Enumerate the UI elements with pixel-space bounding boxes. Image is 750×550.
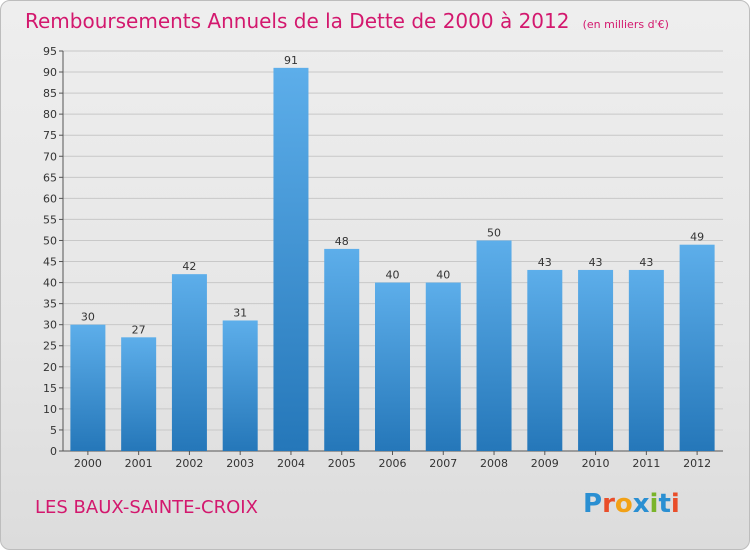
data-label: 43: [589, 256, 603, 269]
data-label: 49: [690, 231, 704, 244]
y-tick-label: 5: [50, 424, 57, 437]
data-label: 30: [81, 311, 95, 324]
logo-letter: r: [602, 489, 615, 519]
bar: [121, 337, 157, 451]
title-row: Remboursements Annuels de la Dette de 20…: [25, 9, 669, 33]
logo-letter: o: [614, 489, 633, 519]
data-label: 43: [639, 256, 653, 269]
chart-title: Remboursements Annuels de la Dette de 20…: [25, 9, 570, 33]
bar: [476, 240, 512, 451]
commune-name: LES BAUX-SAINTE-CROIX: [35, 497, 258, 518]
data-label: 40: [436, 269, 450, 282]
y-tick-label: 55: [43, 213, 57, 226]
logo-letter: i: [649, 489, 659, 519]
bar: [171, 274, 207, 451]
x-tick-label: 2002: [175, 457, 203, 470]
y-tick-label: 15: [43, 382, 57, 395]
bar: [70, 324, 106, 451]
bar: [679, 244, 715, 451]
bar: [425, 282, 461, 451]
y-tick-label: 70: [43, 150, 57, 163]
x-tick-label: 2000: [74, 457, 102, 470]
bars: [70, 67, 715, 451]
y-tick-label: 30: [43, 319, 57, 332]
labels: 0 5 10 15 20 25 30 35 40 45 50 55 60 65 70 75 80 85 90 95 30…: [43, 45, 711, 470]
data-label: 42: [182, 260, 196, 273]
bar: [324, 248, 360, 451]
logo-letter: x: [632, 489, 650, 519]
y-tick-label: 20: [43, 361, 57, 374]
logo-letter: i: [670, 489, 680, 519]
proxiti-logo[interactable]: Proxiti: [583, 489, 680, 519]
data-label: 31: [233, 306, 247, 319]
x-tick-label: 2005: [328, 457, 356, 470]
data-label: 40: [386, 269, 400, 282]
y-tick-label: 0: [50, 445, 57, 458]
data-label: 43: [538, 256, 552, 269]
x-tick-label: 2009: [531, 457, 559, 470]
y-tick-label: 40: [43, 277, 57, 290]
x-tick-label: 2011: [632, 457, 660, 470]
x-tick-label: 2008: [480, 457, 508, 470]
y-tick-label: 90: [43, 66, 57, 79]
x-tick-label: 2003: [226, 457, 254, 470]
data-label: 27: [132, 323, 146, 336]
data-label: 50: [487, 226, 501, 239]
y-tick-label: 10: [43, 403, 57, 416]
y-tick-label: 75: [43, 129, 57, 142]
data-label: 48: [335, 235, 349, 248]
y-tick-label: 60: [43, 192, 57, 205]
chart-subtitle: (en milliers d'€): [582, 18, 669, 31]
x-tick-label: 2010: [582, 457, 610, 470]
bar: [628, 269, 664, 451]
x-tick-label: 2007: [429, 457, 457, 470]
y-tick-label: 35: [43, 298, 57, 311]
data-label: 91: [284, 54, 298, 67]
bar: [273, 67, 309, 451]
y-tick-label: 65: [43, 171, 57, 184]
logo-letter: t: [658, 489, 671, 519]
y-tick-label: 85: [43, 87, 57, 100]
y-tick-label: 45: [43, 256, 57, 269]
bar: [527, 269, 563, 451]
x-tick-label: 2004: [277, 457, 305, 470]
y-tick-label: 25: [43, 340, 57, 353]
bar: [375, 282, 410, 451]
y-tick-label: 80: [43, 108, 57, 121]
x-tick-label: 2001: [125, 457, 153, 470]
logo-letter: P: [583, 489, 603, 519]
x-tick-label: 2006: [379, 457, 407, 470]
bar: [578, 269, 614, 451]
x-tick-label: 2012: [683, 457, 711, 470]
bar: [222, 320, 258, 451]
y-tick-label: 50: [43, 234, 57, 247]
y-tick-label: 95: [43, 45, 57, 58]
